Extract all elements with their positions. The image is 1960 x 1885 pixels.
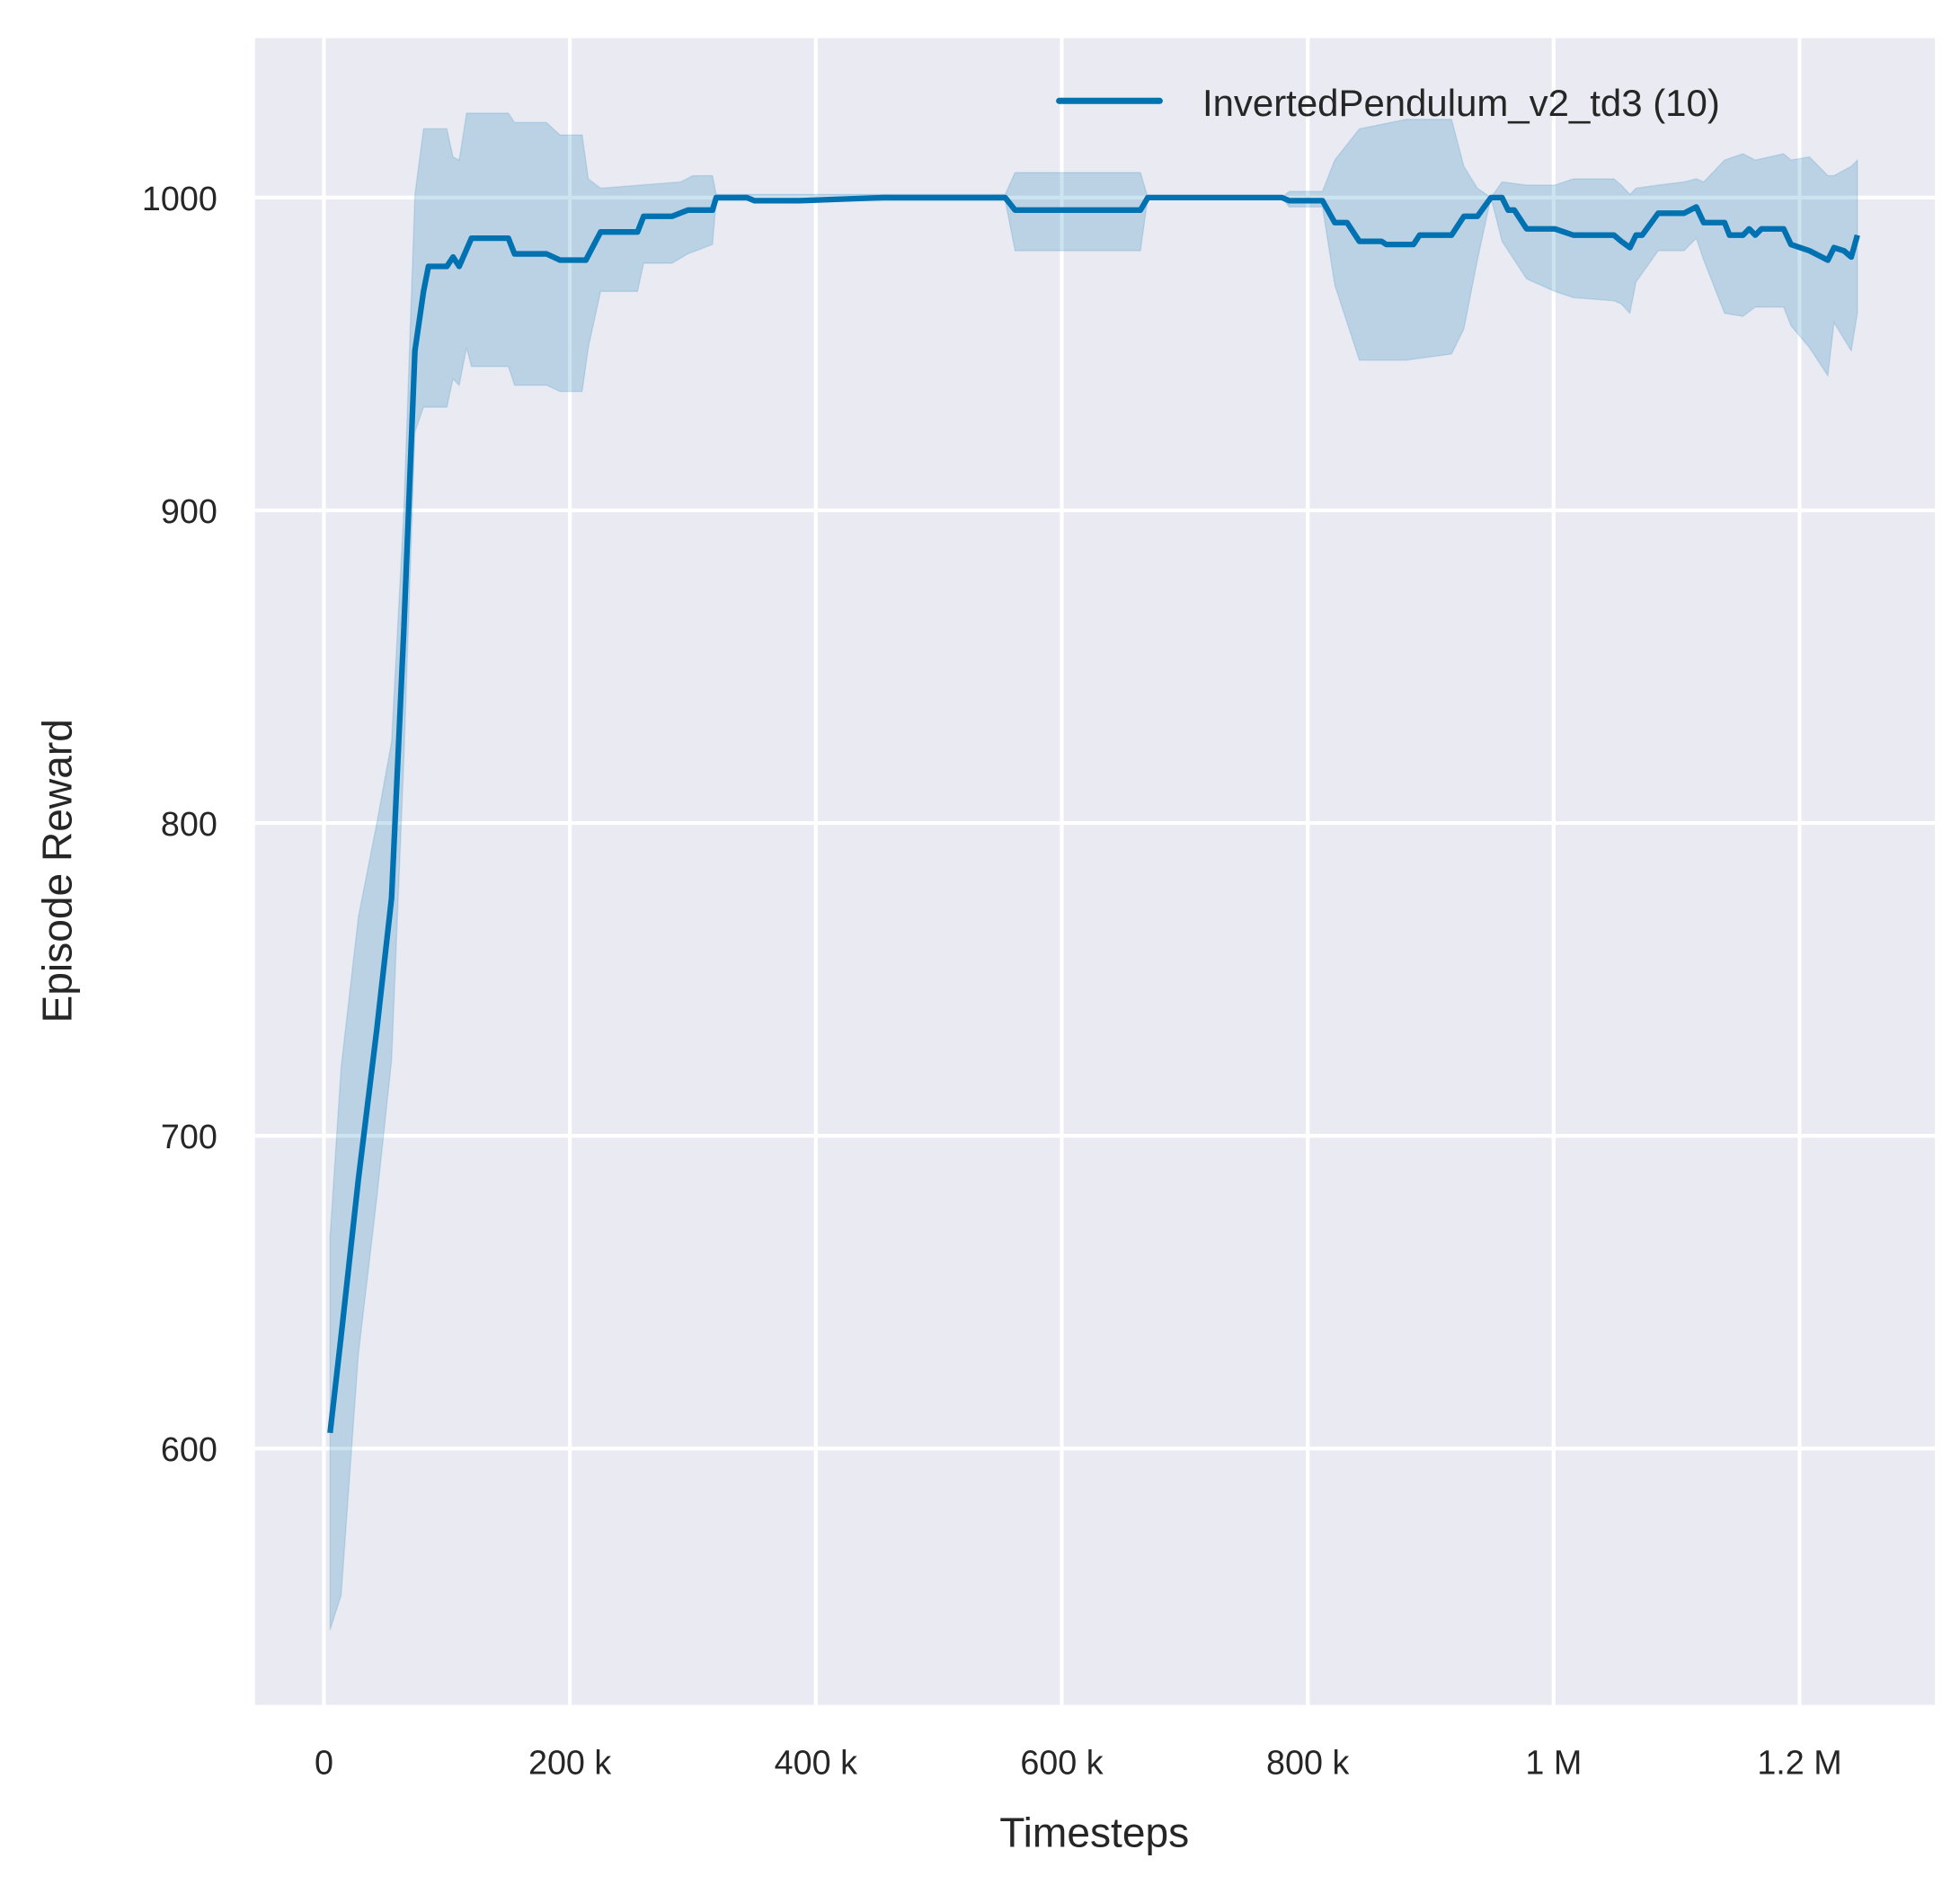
x-tick-labels: 0 200 k 400 k 600 k 800 k 1 M 1.2 M <box>315 1744 1842 1782</box>
grid <box>254 38 1936 1705</box>
x-tick-label: 800 k <box>1266 1744 1349 1782</box>
x-tick-label: 1 M <box>1525 1744 1582 1782</box>
confidence-band <box>329 112 1858 1631</box>
y-tick-label: 700 <box>161 1118 217 1155</box>
x-tick-label: 400 k <box>775 1744 857 1782</box>
x-tick-label: 200 k <box>528 1744 611 1782</box>
y-tick-label: 900 <box>161 492 217 530</box>
x-axis-label: Timesteps <box>999 1810 1189 1856</box>
legend-label: InvertedPendulum_v2_td3 (10) <box>1202 82 1720 124</box>
plot-background <box>254 38 1936 1705</box>
y-tick-label: 800 <box>161 805 217 843</box>
series-lines <box>327 194 1860 1434</box>
x-tick-label: 1.2 M <box>1757 1744 1841 1782</box>
legend: InvertedPendulum_v2_td3 (10) <box>1056 82 1720 124</box>
y-tick-label: 1000 <box>142 180 217 217</box>
confidence-bands <box>329 112 1858 1631</box>
y-tick-labels: 600 700 800 900 1000 <box>142 180 217 1468</box>
x-tick-label: 0 <box>315 1744 333 1782</box>
x-tick-label: 600 k <box>1020 1744 1103 1782</box>
y-tick-label: 600 <box>161 1430 217 1468</box>
mean-line <box>327 194 1860 1434</box>
y-axis-label: Episode Reward <box>34 719 81 1022</box>
